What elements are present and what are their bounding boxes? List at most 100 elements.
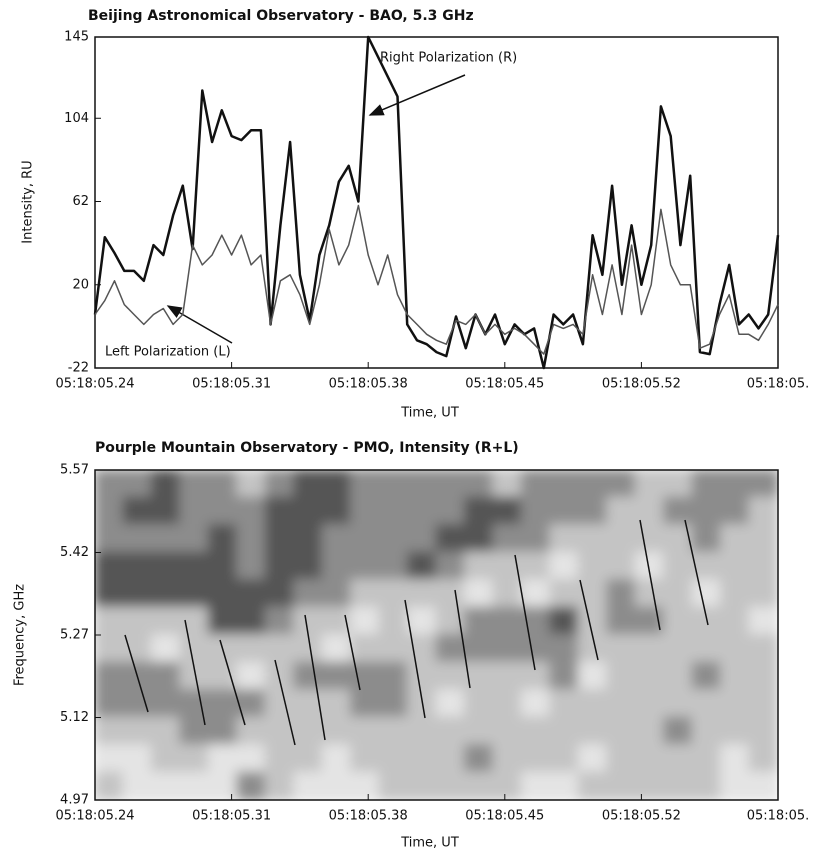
contour-cell: [663, 496, 694, 526]
contour-cell: [321, 551, 353, 581]
contour-cell: [179, 496, 210, 526]
contour-cell: [293, 606, 324, 636]
contour-cell: [179, 551, 210, 581]
contour-cell: [321, 689, 353, 719]
contour-cell: [179, 771, 210, 800]
contour-cell: [321, 716, 353, 746]
contour-cell: [720, 579, 751, 609]
contour-cell: [492, 771, 523, 800]
contour-cell: [378, 744, 410, 774]
contour-cell: [634, 634, 666, 664]
contour-cell: [606, 771, 637, 800]
contour-cell: [150, 524, 182, 554]
contour-cell: [207, 551, 239, 581]
contour-cell: [577, 661, 609, 691]
y-axis-label: Intensity, RU: [21, 160, 36, 243]
plot-frame: [94, 36, 779, 369]
contour-cell: [463, 771, 495, 800]
contour-cell: [663, 551, 694, 581]
contour-cell: [207, 744, 239, 774]
contour-cell: [207, 606, 239, 636]
contour-cell: [606, 551, 637, 581]
contour-cell: [520, 551, 552, 581]
y-axis-label: Frequency, GHz: [13, 584, 28, 686]
contour-cell: [150, 606, 182, 636]
contour-cell: [663, 634, 694, 664]
contour-cell: [122, 689, 153, 719]
contour-cell: [236, 716, 267, 746]
contour-cell: [463, 524, 495, 554]
contour-cell: [663, 771, 694, 800]
contour-cell: [207, 579, 239, 609]
contour-cell: [691, 661, 723, 691]
contour-cell: [492, 606, 523, 636]
contour-cell: [378, 579, 410, 609]
contour-cell: [720, 744, 751, 774]
contour-cell: [720, 470, 751, 499]
annotation: Right Polarization (R): [380, 51, 517, 66]
contour-cell: [748, 496, 778, 526]
contour-cell: [293, 744, 324, 774]
contour-cell: [606, 579, 637, 609]
contour-cell: [150, 744, 182, 774]
y-tick-label: -22: [68, 361, 89, 376]
contour-cell: [179, 661, 210, 691]
contour-cell: [207, 716, 239, 746]
contour-cell: [463, 689, 495, 719]
contour-cell: [634, 771, 666, 800]
x-tick-label: 05:18:05.38: [329, 377, 408, 392]
contour-cell: [748, 551, 778, 581]
contour-cell: [663, 689, 694, 719]
contour-cell: [463, 606, 495, 636]
contour-cell: [606, 470, 637, 499]
contour-cell: [634, 716, 666, 746]
contour-cell: [720, 524, 751, 554]
y-tick-label: 104: [64, 111, 89, 126]
contour-cell: [720, 689, 751, 719]
contour-cell: [236, 744, 267, 774]
contour-cell: [549, 496, 580, 526]
contour-cell: [407, 606, 438, 636]
contour-cell: [378, 771, 410, 800]
contour-cell: [520, 661, 552, 691]
contour-cell: [122, 634, 153, 664]
contour-cell: [122, 551, 153, 581]
contour-cell: [264, 716, 296, 746]
contour-cell: [520, 579, 552, 609]
series-line: [94, 204, 779, 355]
contour-cell: [691, 744, 723, 774]
contour-cell: [463, 634, 495, 664]
contour-cell: [150, 661, 182, 691]
contour-cell: [150, 689, 182, 719]
y-tick-label: 5.42: [60, 545, 89, 560]
contour-cell: [236, 524, 267, 554]
contour-cell: [321, 579, 353, 609]
contour-cell: [634, 579, 666, 609]
contour-cell: [663, 579, 694, 609]
contour-cell: [321, 771, 353, 800]
contour-cell: [520, 716, 552, 746]
contour-cell: [264, 689, 296, 719]
x-tick-label: 05:18:05.38: [329, 809, 408, 824]
contour-cell: [435, 470, 466, 499]
contour-cell: [691, 496, 723, 526]
contour-cell: [150, 579, 182, 609]
contour-cell: [691, 551, 723, 581]
contour-cell: [435, 551, 466, 581]
contour-cell: [720, 716, 751, 746]
contour-cell: [720, 661, 751, 691]
contour-cell: [577, 744, 609, 774]
contour-cell: [122, 771, 153, 800]
contour-cell: [577, 524, 609, 554]
contour-cell: [293, 771, 324, 800]
y-tick-label: 5.12: [60, 710, 89, 725]
contour-cell: [207, 524, 239, 554]
contour-cell: [407, 524, 438, 554]
contour-cell: [606, 524, 637, 554]
x-tick-label: 05:18:05.24: [55, 809, 134, 824]
y-tick-label: 4.97: [60, 793, 89, 808]
contour-cell: [150, 634, 182, 664]
contour-cell: [179, 689, 210, 719]
